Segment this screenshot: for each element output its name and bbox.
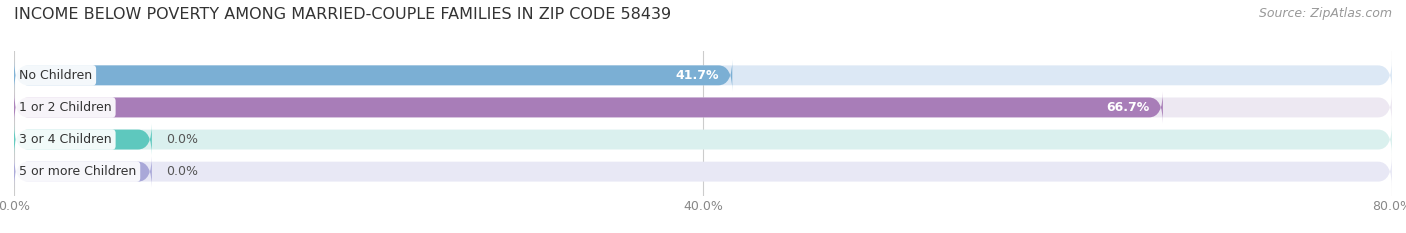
Text: 5 or more Children: 5 or more Children (20, 165, 136, 178)
Text: 1 or 2 Children: 1 or 2 Children (20, 101, 112, 114)
Text: INCOME BELOW POVERTY AMONG MARRIED-COUPLE FAMILIES IN ZIP CODE 58439: INCOME BELOW POVERTY AMONG MARRIED-COUPL… (14, 7, 671, 22)
FancyBboxPatch shape (14, 92, 1163, 123)
FancyBboxPatch shape (14, 156, 152, 187)
Text: Source: ZipAtlas.com: Source: ZipAtlas.com (1258, 7, 1392, 20)
Text: 66.7%: 66.7% (1107, 101, 1149, 114)
FancyBboxPatch shape (14, 60, 733, 91)
Text: 3 or 4 Children: 3 or 4 Children (20, 133, 112, 146)
FancyBboxPatch shape (14, 92, 1392, 123)
FancyBboxPatch shape (14, 124, 152, 155)
Text: 0.0%: 0.0% (166, 133, 198, 146)
FancyBboxPatch shape (14, 60, 1392, 91)
Text: 41.7%: 41.7% (675, 69, 718, 82)
FancyBboxPatch shape (14, 156, 1392, 187)
Text: No Children: No Children (20, 69, 93, 82)
FancyBboxPatch shape (14, 124, 1392, 155)
Text: 0.0%: 0.0% (166, 165, 198, 178)
